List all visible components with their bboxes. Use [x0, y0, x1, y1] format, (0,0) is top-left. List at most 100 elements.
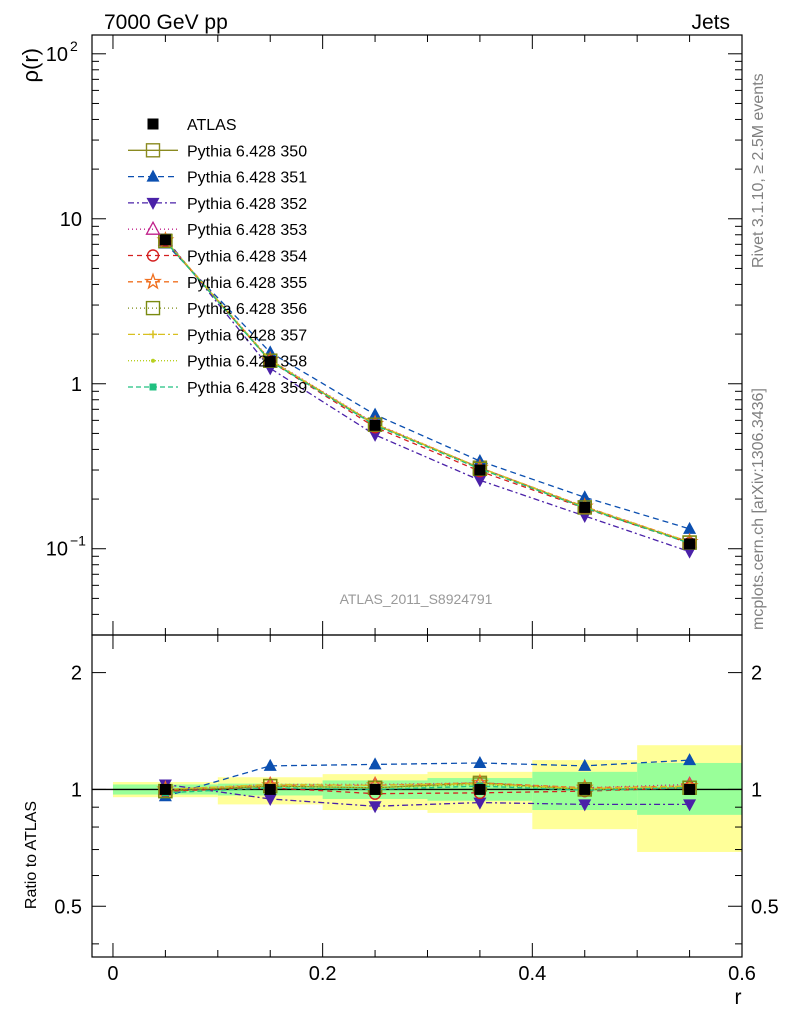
legend-entry-pythia-6-428-350: Pythia 6.428 350: [128, 143, 307, 160]
y-tick-label: 10: [60, 209, 82, 231]
ratio-point: [684, 783, 696, 795]
series-line: [164, 240, 690, 544]
ratio-line: [165, 783, 690, 807]
uncertainty-bands: [112, 745, 742, 852]
data-point: [368, 407, 382, 420]
legend-entry-atlas: ATLAS: [147, 117, 237, 134]
series-line: [164, 239, 690, 543]
legend-entry-pythia-6-428-359: Pythia 6.428 359: [128, 380, 307, 397]
rivet-label: Rivet 3.1.10, ≥ 2.5M events: [750, 73, 767, 268]
series-atlas: [159, 234, 696, 550]
legend-marker: [145, 143, 161, 158]
data-point: [683, 521, 697, 534]
legend: ATLAS Pythia 6.428 350 Pythia 6.428 351 Pyt…: [128, 117, 307, 397]
ratio-y-axis-label: Ratio to ATLAS: [23, 801, 40, 909]
legend-label: Pythia 6.428 357: [187, 327, 307, 344]
x-tick-label: 0.6: [728, 963, 756, 985]
ratio-axes: 0.5 0.5 1 1 2 2 0 0.2 0.4 0.6: [54, 635, 779, 985]
ratio-point: [683, 799, 697, 812]
x-tick-label: 0.2: [309, 963, 337, 985]
legend-label: ATLAS: [187, 117, 237, 134]
ratio-point: [159, 783, 171, 795]
ratio-y-tick-label: 0.5: [54, 896, 82, 918]
legend-marker: [149, 383, 157, 391]
ratio-point: [578, 799, 592, 812]
legend-entry-pythia-6-428-357: Pythia 6.428 357: [128, 327, 307, 344]
legend-marker: [145, 300, 161, 316]
data-point: [367, 417, 383, 432]
x-tick-label: 0: [107, 963, 118, 985]
ratio-line: [165, 787, 690, 795]
ratio-line: [165, 782, 690, 791]
ratio-series-layer: [156, 753, 699, 814]
legend-entry-pythia-6-428-358: Pythia 6.428 358: [128, 354, 307, 371]
legend-entry-pythia-6-428-351: Pythia 6.428 351: [128, 169, 307, 187]
legend-marker: [151, 358, 155, 363]
y-tick-exponent: 2: [70, 38, 78, 54]
legend-label: Pythia 6.428 359: [187, 380, 307, 397]
main-series-layer: [156, 230, 699, 559]
ratio-series-pythia-6-428-351: [158, 753, 697, 802]
series-line: [164, 240, 690, 544]
data-point: [158, 233, 173, 249]
data-point: [577, 500, 592, 515]
legend-marker: [149, 330, 157, 339]
x-tick-label: 0.4: [518, 963, 546, 985]
x-axis-label: r: [735, 986, 742, 1009]
legend-label: Pythia 6.428 353: [187, 222, 307, 239]
legend-label: Pythia 6.428 351: [187, 170, 307, 187]
y-tick-label: 10: [46, 44, 68, 66]
y-tick-exponent: −1: [70, 533, 86, 549]
data-point: [684, 538, 696, 550]
data-point: [159, 234, 171, 246]
legend-entry-pythia-6-428-355: Pythia 6.428 355: [128, 272, 307, 292]
ratio-point: [368, 757, 382, 770]
header-right: Jets: [691, 11, 730, 34]
ratio-y-tick-label: 2: [71, 663, 82, 685]
legend-marker: [146, 197, 160, 210]
legend-label: Pythia 6.428 354: [187, 249, 307, 266]
ratio-y-tick-label-right: 1: [751, 779, 762, 801]
data-point: [473, 475, 487, 488]
data-point: [579, 501, 591, 513]
data-point: [474, 464, 486, 476]
ratio-line: [165, 759, 690, 797]
main-y-axis-label: ρ(r): [18, 48, 43, 83]
ratio-point: [579, 783, 591, 795]
ratio-point: [473, 797, 487, 810]
ratio-y-tick-label: 1: [71, 779, 82, 801]
series-line: [164, 242, 690, 530]
legend-entry-pythia-6-428-353: Pythia 6.428 353: [128, 220, 307, 239]
ratio-y-tick-label-right: 2: [751, 663, 762, 685]
data-point: [368, 429, 382, 442]
source-label: mcplots.cern.ch [arXiv:1306.3436]: [750, 388, 767, 630]
legend-label: Pythia 6.428 356: [187, 301, 307, 318]
legend-label: Pythia 6.428 350: [187, 143, 307, 160]
legend-entry-pythia-6-428-356: Pythia 6.428 356: [128, 300, 307, 318]
data-point: [264, 356, 276, 368]
ratio-point: [263, 793, 277, 806]
ratio-point: [474, 783, 486, 795]
ratio-point: [263, 758, 277, 771]
legend-label: Pythia 6.428 358: [187, 354, 307, 371]
ratio-plot-frame: [91, 634, 743, 958]
data-point: [369, 419, 381, 431]
data-point: [578, 490, 592, 503]
legend-marker: [144, 272, 162, 290]
ratio-line: [165, 782, 690, 791]
ratio-y-tick-label-right: 0.5: [751, 896, 779, 918]
y-tick-label: 1: [71, 374, 82, 396]
series-line: [164, 238, 690, 553]
ratio-plot-panel: 0.5 0.5 1 1 2 2 0 0.2 0.4 0.6 Ratio to ATLAS r: [23, 634, 779, 1009]
legend-marker: [146, 249, 160, 262]
legend-entry-pythia-6-428-354: Pythia 6.428 354: [128, 249, 307, 266]
ratio-series-atlas: [159, 783, 696, 795]
ratio-series-pythia-6-428-352: [158, 779, 697, 814]
legend-marker: [147, 118, 159, 130]
legend-entry-pythia-6-428-352: Pythia 6.428 352: [128, 196, 307, 213]
ratio-point: [368, 801, 382, 814]
ratio-point: [683, 753, 697, 766]
